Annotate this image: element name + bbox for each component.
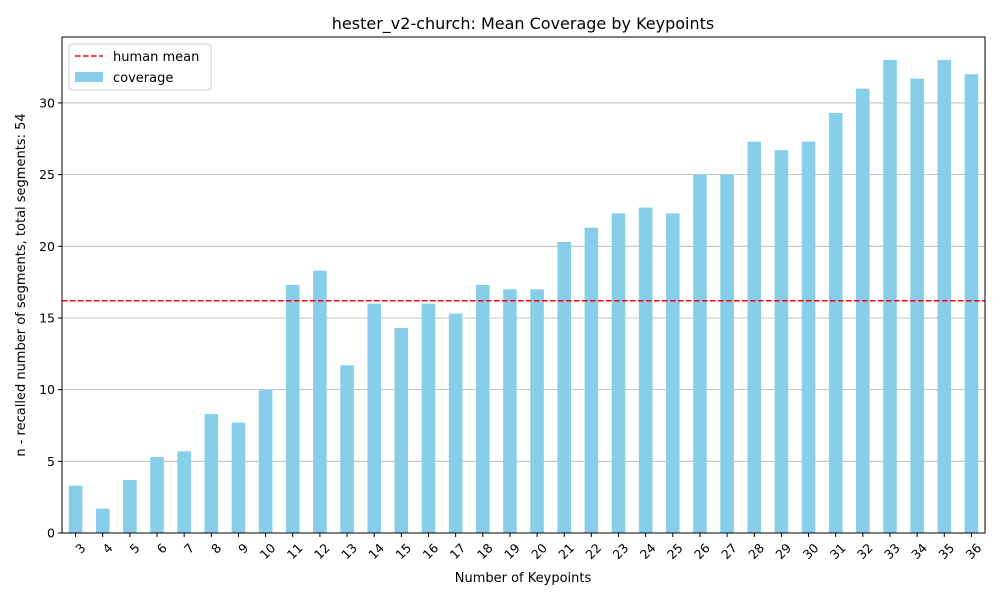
x-tick-label-34: 34 <box>908 540 930 562</box>
bar-22 <box>584 227 599 533</box>
x-tick-label-29: 29 <box>772 540 794 562</box>
x-tick-label-14: 14 <box>365 540 387 562</box>
bar-16 <box>421 303 436 533</box>
chart-title: hester_v2-church: Mean Coverage by Keypo… <box>332 14 714 34</box>
x-tick-label-22: 22 <box>582 540 604 562</box>
legend-label-coverage: coverage <box>113 71 173 86</box>
legend-label-human-mean: human mean <box>113 50 199 65</box>
y-tick-label: 15 <box>39 310 55 325</box>
x-tick-label-13: 13 <box>338 540 360 562</box>
x-tick-label-9: 9 <box>235 540 251 556</box>
x-tick-label-3: 3 <box>72 540 88 556</box>
bar-34 <box>910 78 924 533</box>
x-axis-label: Number of Keypoints <box>455 571 592 586</box>
x-tick-label-32: 32 <box>854 540 876 562</box>
bar-18 <box>475 285 490 533</box>
bar-33 <box>883 59 897 534</box>
x-tick-label-28: 28 <box>745 540 767 562</box>
bar-11 <box>285 285 300 533</box>
legend: human mean coverage <box>68 43 212 91</box>
bar-17 <box>448 313 463 533</box>
x-tick-label-35: 35 <box>935 540 957 562</box>
x-tick-label-30: 30 <box>800 540 822 562</box>
y-tick-label: 25 <box>39 167 55 182</box>
bar-35 <box>937 59 952 534</box>
x-tick-label-18: 18 <box>474 540 496 562</box>
bar-29 <box>774 150 789 534</box>
bar-15 <box>394 328 409 533</box>
x-tick-label-4: 4 <box>99 540 115 556</box>
x-tick-label-6: 6 <box>154 540 170 556</box>
bar-25 <box>666 213 680 533</box>
bar-7 <box>177 451 191 533</box>
y-tick-label: 5 <box>47 454 55 469</box>
bar-5 <box>123 479 137 533</box>
x-tick-label-25: 25 <box>664 540 686 562</box>
y-axis-label: n - recalled number of segments, total s… <box>14 113 29 456</box>
bar-27 <box>720 174 734 533</box>
x-tick-label-20: 20 <box>528 540 550 562</box>
x-tick-label-16: 16 <box>420 540 442 562</box>
bar-21 <box>557 241 572 534</box>
bar-19 <box>503 289 517 533</box>
legend-swatch-coverage <box>75 72 103 82</box>
x-tick-label-21: 21 <box>555 540 577 562</box>
bar-3 <box>68 485 83 533</box>
x-tick-label-23: 23 <box>610 540 632 562</box>
bar-32 <box>856 88 870 533</box>
legend-frame <box>68 43 212 91</box>
plot-frame <box>61 36 986 534</box>
x-tick-label-27: 27 <box>718 540 740 562</box>
bar-23 <box>611 213 626 533</box>
y-axis: 0 5 10 15 20 25 30 <box>39 95 62 541</box>
x-tick-label-17: 17 <box>447 540 469 562</box>
y-tick-label: 10 <box>39 382 55 397</box>
x-tick-label-11: 11 <box>284 540 306 562</box>
bar-10 <box>258 389 273 533</box>
bar-24 <box>638 207 653 533</box>
bar-8 <box>204 414 219 533</box>
bar-12 <box>313 270 327 533</box>
x-tick-label-24: 24 <box>637 540 659 562</box>
x-tick-label-8: 8 <box>208 540 224 556</box>
x-tick-label-31: 31 <box>827 540 849 562</box>
bar-13 <box>340 365 354 533</box>
y-tick-label: 30 <box>39 95 55 110</box>
x-tick-label-33: 33 <box>881 540 903 562</box>
bar-26 <box>693 174 707 533</box>
x-axis: 3 4 5 6 7 8 9 10 11 12 13 14 15 16 17 18 19 20 21 22 23 24 25 2… <box>72 533 984 562</box>
bar-14 <box>367 303 381 533</box>
x-tick-label-15: 15 <box>392 540 414 562</box>
x-tick-label-10: 10 <box>257 540 279 562</box>
y-tick-label: 0 <box>47 526 55 541</box>
x-tick-label-5: 5 <box>127 540 143 556</box>
bar-6 <box>150 457 164 533</box>
x-tick-label-19: 19 <box>501 540 523 562</box>
bars <box>68 59 979 534</box>
bar-9 <box>231 422 246 533</box>
x-tick-label-12: 12 <box>311 540 333 562</box>
x-tick-label-7: 7 <box>181 540 197 556</box>
x-tick-label-36: 36 <box>962 540 984 562</box>
bar-30 <box>801 141 816 533</box>
bar-28 <box>747 141 762 533</box>
y-tick-label: 20 <box>39 239 55 254</box>
bar-4 <box>95 508 110 533</box>
bar-36 <box>964 74 979 534</box>
bar-20 <box>530 289 544 533</box>
x-tick-label-26: 26 <box>691 540 713 562</box>
grid-lines <box>62 102 985 462</box>
bar-31 <box>828 112 843 534</box>
